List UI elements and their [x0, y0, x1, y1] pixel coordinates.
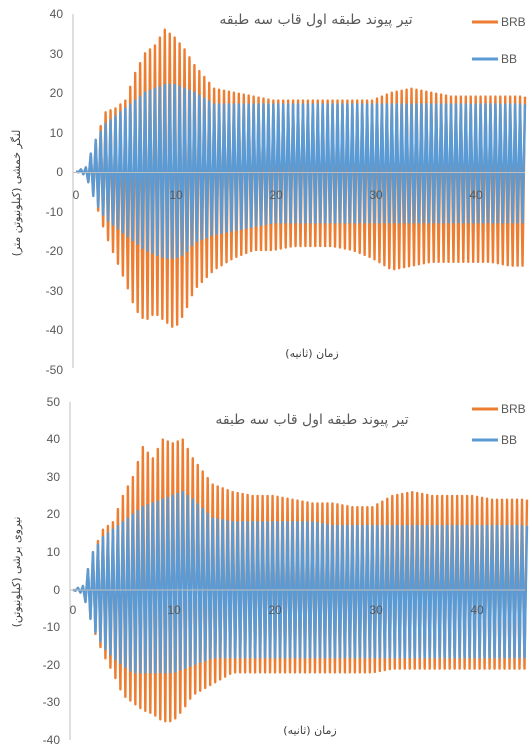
y-tick-label: 10: [47, 545, 61, 559]
y-axis-label: نیروی برشی (کیلونیوتن): [10, 517, 23, 628]
series-line-bb: [72, 490, 529, 674]
x-tick-label: 20: [268, 603, 282, 617]
x-tick-label: 40: [469, 188, 483, 202]
y-tick-label: 20: [47, 507, 61, 521]
y-tick-label: -10: [46, 205, 64, 219]
y-tick-label: -20: [46, 244, 64, 258]
y-tick-label: 20: [50, 86, 64, 100]
y-tick-label: -30: [46, 284, 64, 298]
legend-label-bb: BB: [501, 433, 517, 447]
y-tick-label: 0: [56, 165, 63, 179]
x-tick-label: 0: [73, 188, 80, 202]
chart-bending-moment: 40 30 20 10 0 -10 -20 -30 -40 -50 0 10 2…: [10, 7, 527, 377]
y-tick-label: -30: [43, 695, 61, 709]
y-tick-label: -10: [43, 620, 61, 634]
x-tick-label: 10: [167, 603, 181, 617]
x-tick-label: 40: [470, 603, 484, 617]
chart-shear-force: 50 40 30 20 10 0 -10 -20 -30 -40 0 10 20…: [10, 395, 529, 745]
y-tick-label: 50: [47, 395, 61, 409]
legend: BRB BB: [472, 15, 526, 66]
y-tick-label: 0: [53, 583, 60, 597]
y-tick-label: -40: [46, 323, 64, 337]
y-tick-label: -50: [46, 363, 64, 377]
legend: BRB BB: [472, 402, 526, 447]
series-line-bb: [75, 83, 527, 260]
y-axis-label: لنگر خمشی (کیلونیوتن متر): [10, 130, 23, 257]
y-tick-label: -40: [43, 733, 61, 745]
legend-label-bb: BB: [501, 52, 517, 66]
y-tick-label: 40: [47, 432, 61, 446]
y-tick-label: 40: [50, 7, 64, 21]
chart-title: تیر پیوند طبقه اول قاب سه طبقه: [215, 412, 408, 428]
y-tick-label: 30: [47, 470, 61, 484]
y-tick-label: -20: [43, 658, 61, 672]
x-axis-label: زمان (ثانیه): [285, 347, 338, 360]
y-tick-label: 10: [50, 126, 64, 140]
series-layer-1: [75, 28, 527, 328]
x-tick-label: 0: [70, 603, 77, 617]
x-tick-label: 20: [269, 188, 283, 202]
x-tick-label: 30: [369, 188, 383, 202]
x-tick-label: 10: [169, 188, 183, 202]
chart-title: تیر پیوند طبقه اول قاب سه طبقه: [219, 12, 412, 28]
legend-label-brb: BRB: [501, 15, 526, 29]
x-tick-label: 30: [369, 603, 383, 617]
x-axis-label: زمان (ثانیه): [283, 724, 336, 737]
legend-label-brb: BRB: [501, 402, 526, 416]
series-layer-2: [72, 438, 529, 723]
y-tick-label: 30: [50, 47, 64, 61]
